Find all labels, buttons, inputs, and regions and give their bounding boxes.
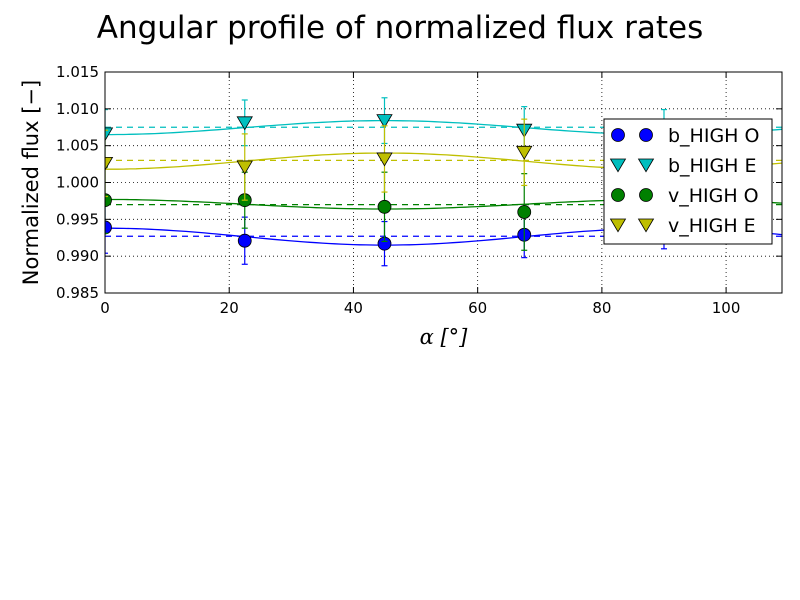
legend-marker: [611, 128, 625, 142]
data-point: [105, 156, 114, 171]
data-point: [236, 160, 253, 175]
x-tick-label: 20: [220, 299, 239, 317]
data-point: [105, 127, 114, 142]
y-axis-label: Normalized flux [−]: [19, 80, 43, 285]
legend-marker: [639, 128, 653, 142]
data-point: [105, 220, 112, 235]
y-tick-label: 1.015: [56, 63, 99, 81]
chart-title: Angular profile of normalized flux rates: [97, 10, 704, 46]
y-tick-label: 1.000: [56, 174, 99, 192]
legend-marker: [609, 158, 627, 173]
data-point: [377, 199, 392, 214]
legend-marker: [637, 158, 655, 173]
legend-label: b_HIGH E: [668, 155, 757, 177]
legend-marker: [611, 188, 625, 202]
x-axis-label: α [°]: [420, 325, 469, 349]
data-point: [376, 152, 393, 167]
data-point: [236, 116, 253, 131]
y-tick-label: 0.990: [56, 247, 99, 265]
x-tick-label: 0: [100, 299, 110, 317]
legend-marker: [637, 218, 655, 233]
x-tick-label: 40: [344, 299, 363, 317]
data-point: [517, 205, 532, 219]
data-point: [376, 114, 393, 129]
y-tick-label: 0.985: [56, 284, 99, 302]
legend-box: [603, 118, 773, 245]
legend: b_HIGH O b_HIGH E v_HIGH O v_HIGH E: [603, 118, 773, 245]
legend-label: b_HIGH O: [668, 125, 759, 147]
y-tick-label: 1.010: [56, 100, 99, 118]
legend-label: v_HIGH O: [668, 185, 759, 207]
x-tick-label: 100: [712, 299, 741, 317]
axis-ticks: 0 20 40 60 80 100 0.985 0.990 0.995 1.000 1.005 1.0…: [56, 63, 782, 317]
legend-marker: [609, 218, 627, 233]
legend-label: v_HIGH E: [668, 215, 756, 237]
data-point: [516, 145, 533, 160]
legend-marker: [639, 188, 653, 202]
y-tick-label: 1.005: [56, 137, 99, 155]
y-tick-label: 0.995: [56, 210, 99, 228]
x-tick-label: 80: [592, 299, 611, 317]
x-tick-label: 60: [468, 299, 487, 317]
data-point: [237, 233, 252, 248]
